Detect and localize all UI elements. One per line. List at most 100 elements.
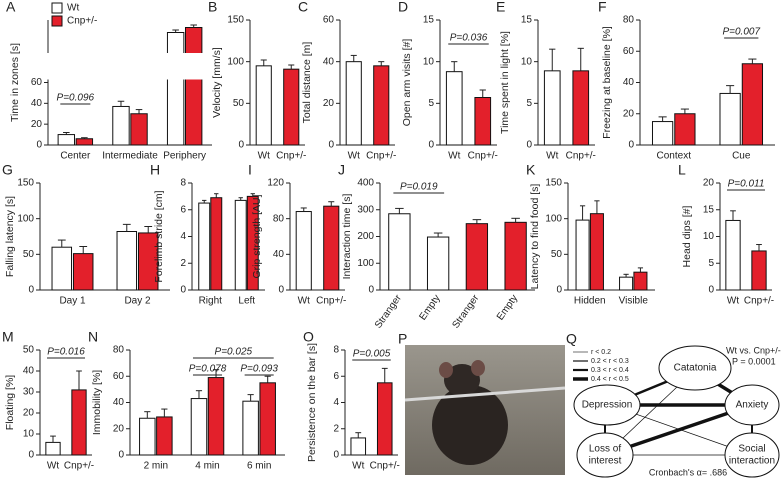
bar bbox=[207, 377, 225, 456]
y-tick-label: 30 bbox=[23, 387, 35, 398]
panel-letter: P bbox=[398, 331, 407, 347]
diagram: Q Catatonia Depression Anxiety Loss of i… bbox=[566, 331, 781, 478]
x-tick-label: Cnp+/- bbox=[468, 151, 498, 162]
significance-label: P=0.093 bbox=[240, 364, 278, 375]
y-tick-label: 50 bbox=[233, 98, 245, 109]
y-tick-label: 0 bbox=[333, 450, 339, 461]
panel-letter: H bbox=[150, 162, 160, 178]
y-tick-label: 15 bbox=[703, 204, 715, 215]
y-tick-label: 0 bbox=[328, 140, 334, 151]
y-tick-label: 0 bbox=[238, 140, 244, 151]
panel-letter: A bbox=[6, 0, 16, 15]
x-tick-label: Wt bbox=[727, 296, 739, 307]
x-tick-label: Wt bbox=[448, 151, 460, 162]
nodes bbox=[573, 345, 780, 478]
bar bbox=[589, 213, 604, 291]
bar bbox=[112, 105, 130, 146]
y-tick-label: 50 bbox=[551, 249, 563, 260]
node-label: interaction bbox=[729, 456, 775, 467]
bar bbox=[373, 65, 390, 146]
x-tick-label: Wt bbox=[348, 151, 360, 162]
bar bbox=[210, 197, 223, 291]
legend-swatch bbox=[51, 2, 63, 14]
x-tick-label: Wt bbox=[352, 461, 364, 472]
bar bbox=[255, 65, 272, 146]
y-tick-label: 15 bbox=[521, 15, 533, 26]
panel-letter: B bbox=[208, 0, 217, 15]
bar bbox=[474, 97, 492, 146]
node-label: Social bbox=[738, 444, 765, 455]
panel-letter: J bbox=[338, 162, 345, 178]
y-tick-label: 10 bbox=[23, 429, 35, 440]
y-tick-label: 40 bbox=[323, 56, 335, 67]
y-tick-label: 0 bbox=[628, 140, 634, 151]
bar bbox=[184, 27, 203, 146]
y-tick-label: 0 bbox=[278, 285, 284, 296]
y-tick-label: 4 bbox=[333, 397, 339, 408]
significance-label: P=0.007 bbox=[722, 27, 760, 38]
y-axis-title: Time spent in light [%] bbox=[499, 31, 511, 134]
bar bbox=[719, 92, 741, 146]
y-tick-label: 100 bbox=[357, 258, 374, 269]
bar bbox=[139, 417, 156, 456]
x-tick-label: Context bbox=[657, 151, 692, 162]
y-tick-label: 40 bbox=[273, 249, 285, 260]
y-axis-title: Persistence on the bar [s] bbox=[306, 343, 318, 462]
y-tick-label: 40 bbox=[23, 366, 35, 377]
x-tick-label: Intermediate bbox=[102, 151, 158, 162]
y-tick-label: 5 bbox=[708, 258, 714, 269]
y-axis-title: Total distance [m] bbox=[301, 42, 313, 124]
y-tick-label: 0 bbox=[28, 285, 34, 296]
y-axis-title: Immobility [%] bbox=[91, 370, 103, 435]
node-label: Catatonia bbox=[674, 363, 717, 374]
bar bbox=[619, 276, 634, 291]
x-tick-label: 6 min bbox=[247, 461, 271, 472]
y-tick-label: 60 bbox=[31, 77, 43, 88]
bar bbox=[751, 250, 767, 291]
panel-letter: O bbox=[303, 329, 314, 345]
panel-letter: N bbox=[88, 329, 98, 345]
bar bbox=[283, 68, 300, 146]
node bbox=[658, 345, 732, 391]
node-label: Depression bbox=[582, 400, 633, 411]
y-tick-label: 2 bbox=[180, 258, 186, 269]
x-tick-label: Day 1 bbox=[59, 296, 86, 307]
bar bbox=[156, 416, 173, 456]
bar bbox=[116, 231, 138, 291]
bar bbox=[633, 271, 648, 291]
x-tick-label: Wt bbox=[546, 151, 558, 162]
legend-label: Wt bbox=[67, 3, 79, 14]
legend-label: r < 0.2 bbox=[591, 349, 611, 356]
node bbox=[724, 384, 780, 426]
x-tick-label: Cnp+/- bbox=[64, 461, 94, 472]
x-tick-label: Center bbox=[60, 151, 91, 162]
significance-label: P=0.096 bbox=[57, 93, 95, 104]
reliability: Cronbach's α= .686 bbox=[649, 467, 727, 477]
bar bbox=[651, 121, 674, 146]
mouse-ear bbox=[471, 360, 485, 376]
y-axis-title: Head dips [#] bbox=[681, 205, 693, 267]
y-tick-label: 0 bbox=[428, 140, 434, 151]
y-axis-title: Forelimb stride [cm] bbox=[153, 190, 165, 282]
y-tick-label: 5 bbox=[526, 98, 532, 109]
legend-label: 0.2 < r < 0.3 bbox=[591, 358, 629, 365]
x-tick-label: Empty bbox=[417, 293, 442, 323]
node bbox=[576, 432, 634, 478]
bar bbox=[166, 32, 185, 146]
bar bbox=[426, 236, 450, 291]
y-tick-label: 100 bbox=[545, 213, 562, 224]
y-tick-label: 60 bbox=[623, 46, 635, 57]
significance-label: P=0.036 bbox=[450, 33, 488, 44]
bar bbox=[674, 113, 696, 146]
bar bbox=[572, 70, 590, 146]
bar bbox=[75, 138, 94, 146]
x-tick-label: Cnp+/- bbox=[366, 151, 396, 162]
x-tick-label: Cnp+/- bbox=[370, 461, 400, 472]
y-tick-label: 0 bbox=[556, 285, 562, 296]
y-tick-label: 60 bbox=[323, 15, 335, 26]
y-tick-label: 20 bbox=[113, 423, 125, 434]
node-label: Anxiety bbox=[736, 400, 769, 411]
y-axis-title: Open arm visits [#] bbox=[401, 39, 413, 127]
